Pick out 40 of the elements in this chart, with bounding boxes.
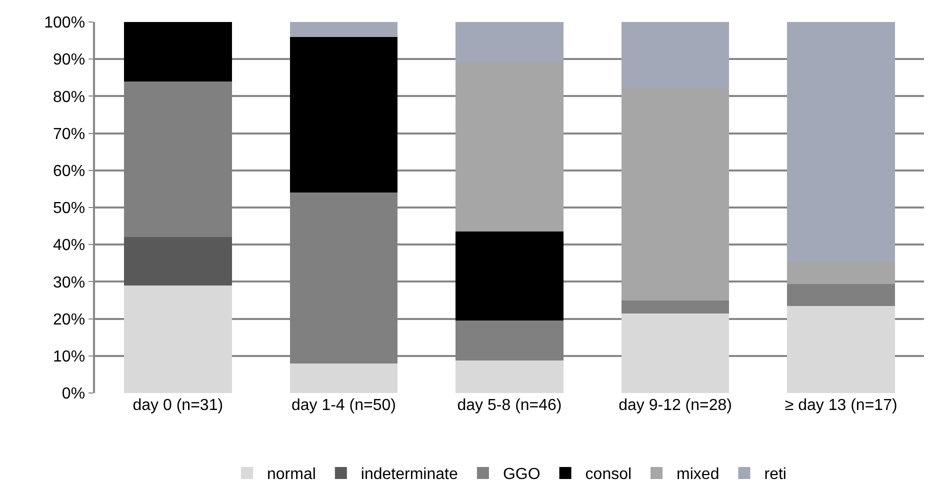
bar — [456, 232, 564, 320]
y-tick-label: 0% — [62, 386, 86, 403]
y-tick-label: 40% — [53, 237, 86, 254]
y-tick-label: 50% — [53, 200, 86, 218]
bar — [290, 363, 398, 393]
x-tick-label: day 9-12 (n=28) — [618, 397, 732, 414]
legend-label: indeterminate — [360, 466, 458, 484]
legend-label: GGO — [502, 466, 540, 484]
bar — [456, 62, 564, 232]
x-tick-label: day 5-8 (n=46) — [457, 397, 562, 414]
bar — [456, 360, 564, 393]
y-tick-label: 80% — [53, 88, 86, 106]
bar — [290, 36, 398, 193]
bar — [787, 284, 895, 306]
y-tick-label: 100% — [44, 14, 86, 32]
bar — [621, 88, 730, 300]
bar — [290, 22, 398, 37]
bar — [621, 300, 730, 314]
y-tick-label: 10% — [53, 348, 86, 366]
bar — [787, 22, 895, 262]
legend-label: normal — [267, 466, 316, 484]
bar — [621, 22, 730, 88]
bar — [124, 237, 232, 286]
y-tick-label: 90% — [53, 52, 86, 69]
y-tick-label: 20% — [53, 311, 86, 328]
bar — [787, 262, 895, 284]
bar — [124, 285, 232, 393]
legend-label: mixed — [676, 466, 720, 484]
legend-label: reti — [764, 466, 786, 484]
x-tick-label: day 0 (n=31) — [132, 397, 224, 414]
legend-label: consol — [585, 466, 632, 484]
bar — [621, 314, 730, 393]
x-tick-label: day 1-4 (n=50) — [291, 397, 396, 414]
y-tick-label: 60% — [53, 163, 86, 180]
bar — [456, 22, 564, 62]
bar — [787, 306, 895, 393]
y-tick-label: 70% — [53, 126, 86, 143]
bar — [124, 22, 232, 82]
x-tick-label: ≥ day 13 (n=17) — [784, 397, 898, 414]
y-tick-label: 30% — [53, 274, 86, 292]
